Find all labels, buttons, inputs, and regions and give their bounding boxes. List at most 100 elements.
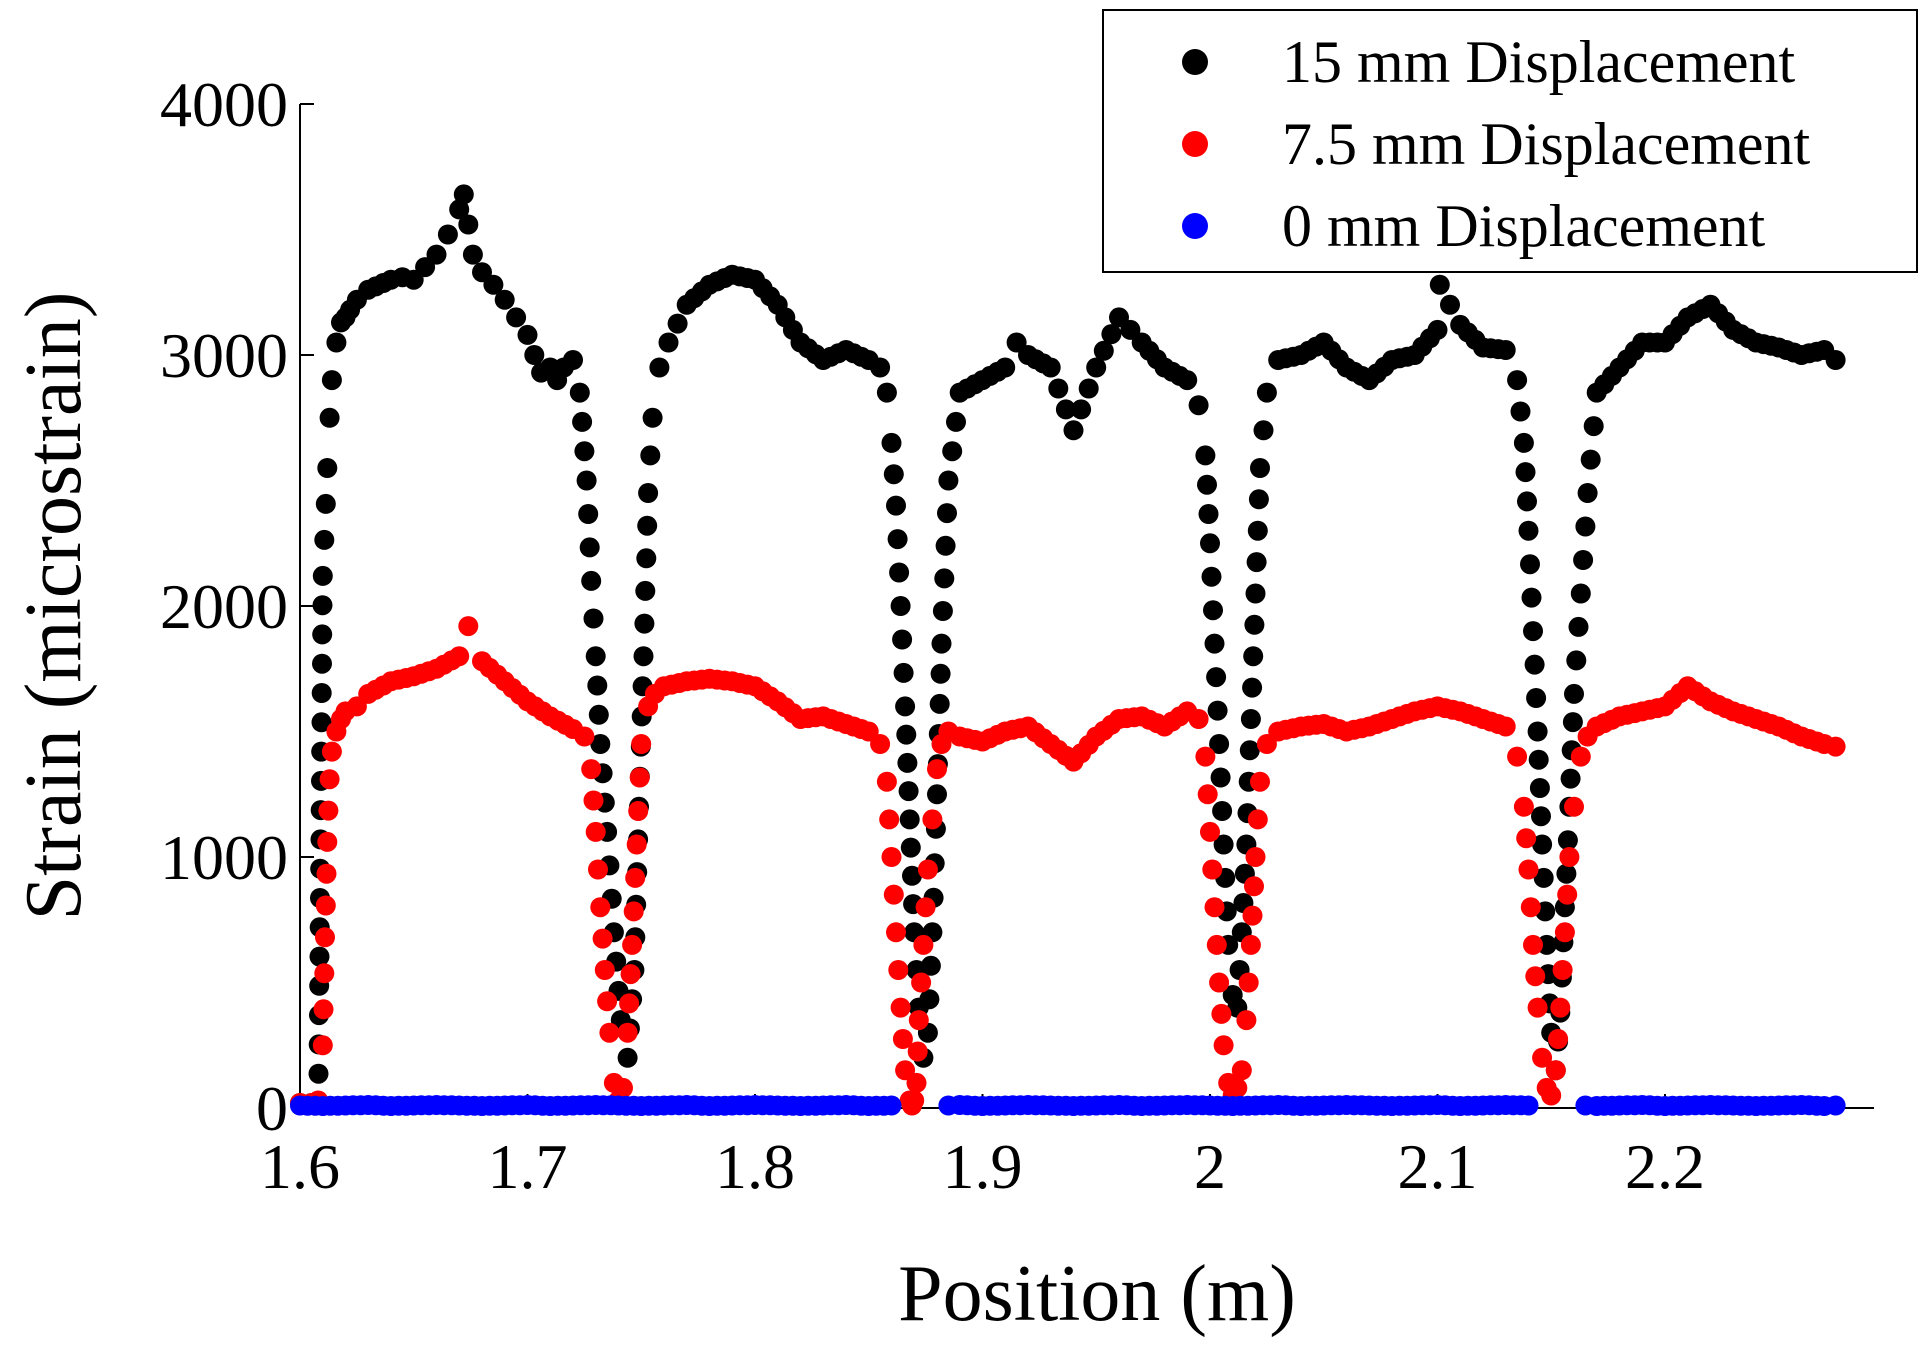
data-point — [617, 1022, 638, 1043]
data-point — [579, 537, 600, 558]
y-tick-label: 4000 — [160, 69, 288, 140]
data-point — [1245, 583, 1266, 604]
data-point — [588, 704, 609, 725]
data-point — [634, 613, 655, 634]
data-point — [883, 464, 904, 485]
data-point — [458, 214, 479, 235]
data-point — [625, 867, 646, 888]
y-tick-label: 3000 — [160, 320, 288, 391]
data-point — [1524, 654, 1545, 675]
data-point — [312, 653, 332, 674]
data-point — [1242, 677, 1263, 698]
data-point — [886, 495, 906, 516]
data-point — [1552, 960, 1573, 980]
data-point — [1093, 340, 1114, 361]
data-point — [1213, 834, 1234, 855]
data-point — [617, 1047, 638, 1068]
data-point — [308, 1063, 329, 1084]
data-point — [1570, 746, 1591, 767]
data-point — [881, 1095, 902, 1116]
data-point — [590, 897, 611, 918]
x-axis-label: Position (m) — [898, 1250, 1296, 1338]
data-point — [913, 934, 934, 955]
data-point — [870, 734, 891, 754]
data-point — [317, 831, 338, 852]
x-tick-label: 1.6 — [260, 1131, 340, 1202]
data-point — [1200, 533, 1220, 554]
y-axis-label: Strain (microstrain) — [10, 292, 98, 921]
data-point — [1518, 520, 1539, 541]
data-point — [870, 357, 891, 378]
data-point — [1256, 382, 1277, 403]
legend-label-7-5mm: 7.5 mm Displacement — [1282, 111, 1811, 177]
data-point — [1575, 516, 1596, 537]
data-point — [876, 771, 897, 792]
data-point — [1557, 830, 1578, 851]
data-point — [1198, 504, 1219, 524]
data-point — [946, 411, 966, 432]
data-point — [906, 1072, 927, 1093]
data-point — [1545, 1060, 1566, 1081]
data-point — [638, 483, 659, 503]
data-point — [1495, 340, 1516, 360]
data-point — [1242, 905, 1263, 926]
data-point — [1429, 274, 1450, 295]
data-point — [631, 734, 652, 754]
data-point — [895, 696, 916, 717]
data-point — [524, 345, 545, 365]
data-point — [315, 493, 336, 514]
data-point — [1240, 934, 1261, 955]
data-point — [1528, 749, 1549, 770]
data-point — [317, 458, 338, 478]
data-point — [1533, 867, 1554, 888]
data-point — [1521, 587, 1542, 608]
data-point — [1548, 1029, 1569, 1049]
data-point — [1247, 809, 1268, 830]
data-point — [1197, 474, 1217, 495]
data-point — [1531, 806, 1551, 827]
data-point — [312, 595, 333, 616]
data-point — [900, 837, 921, 858]
data-point — [908, 1010, 929, 1031]
data-point — [1523, 621, 1543, 642]
data-point — [312, 1035, 333, 1056]
data-point — [881, 847, 902, 867]
data-point — [1211, 1003, 1232, 1024]
legend-marker-15mm — [1182, 49, 1208, 75]
x-tick-label: 2.1 — [1398, 1131, 1478, 1202]
data-point — [319, 407, 340, 428]
legend-marker-7-5mm — [1182, 131, 1208, 157]
data-point — [1201, 566, 1222, 587]
data-point — [927, 759, 947, 780]
data-point — [1209, 972, 1230, 993]
data-point — [1825, 736, 1846, 757]
data-points — [290, 184, 1846, 1116]
data-point — [881, 432, 902, 453]
data-point — [572, 411, 593, 432]
data-point — [658, 332, 679, 353]
data-point — [907, 1041, 928, 1062]
data-point — [1055, 399, 1076, 420]
data-point — [911, 972, 932, 993]
data-point — [904, 1090, 925, 1111]
data-point — [1825, 350, 1846, 370]
data-point — [1529, 778, 1550, 798]
data-point — [929, 693, 950, 714]
data-point — [1250, 458, 1270, 478]
data-point — [599, 1022, 620, 1043]
data-point — [636, 548, 657, 569]
data-point — [1532, 834, 1553, 855]
data-point — [626, 834, 647, 855]
data-point — [1825, 1095, 1846, 1116]
data-point — [1583, 416, 1604, 437]
data-point — [311, 683, 332, 703]
data-point — [1520, 554, 1540, 575]
data-point — [1557, 884, 1578, 905]
series-0 — [290, 184, 1846, 1113]
data-point — [888, 960, 909, 980]
data-point — [1188, 709, 1209, 729]
data-point — [1513, 432, 1534, 453]
data-point — [1520, 897, 1541, 918]
data-point — [453, 184, 474, 205]
